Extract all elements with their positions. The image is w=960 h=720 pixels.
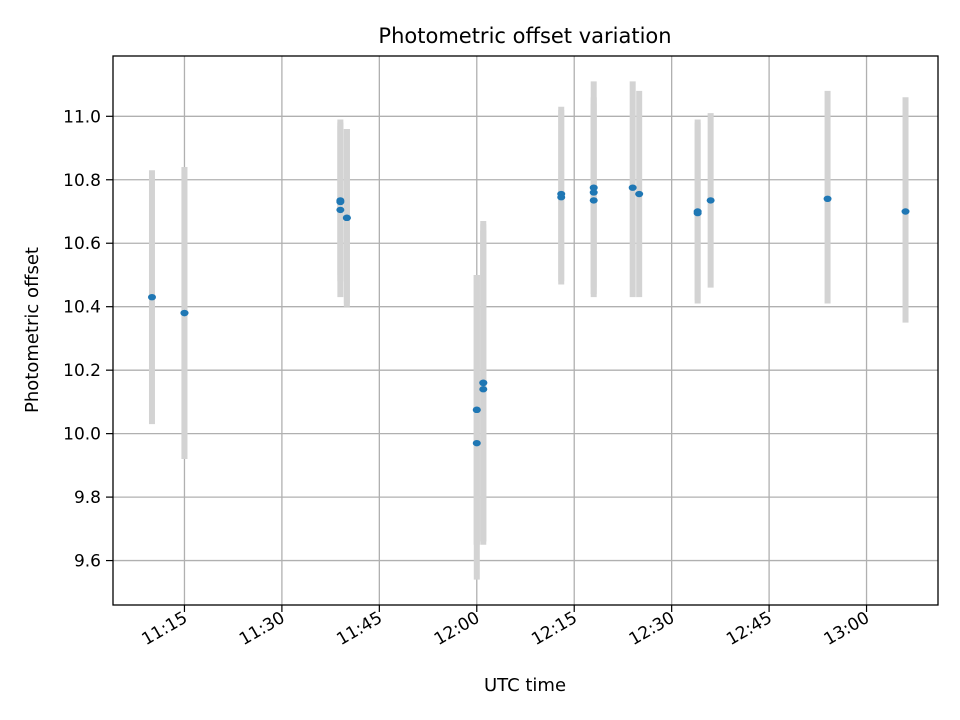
data-point: [147, 293, 156, 301]
x-axis-label: UTC time: [484, 675, 566, 696]
data-point: [589, 197, 598, 204]
data-point: [693, 209, 702, 217]
y-tick-label: 9.8: [74, 488, 101, 508]
data-point: [628, 184, 637, 191]
data-point: [589, 184, 598, 191]
data-point: [706, 197, 715, 204]
plot-frame: [112, 55, 939, 606]
data-point: [336, 206, 345, 214]
data-point: [342, 214, 351, 222]
y-tick-label: 10.2: [63, 361, 101, 381]
grid-lines: [113, 56, 938, 605]
y-tick-label: 10.0: [63, 425, 101, 445]
y-tick-label: 10.4: [63, 298, 101, 318]
data-point: [180, 309, 189, 317]
chart-title: Photometric offset variation: [378, 24, 671, 48]
data-point: [557, 190, 566, 198]
data-point: [472, 406, 481, 414]
data-point: [479, 386, 488, 393]
data-point: [472, 439, 481, 447]
data-point: [635, 190, 644, 198]
y-axis-label: Photometric offset: [22, 247, 43, 413]
data-point: [336, 198, 345, 206]
y-tick-label: 10.6: [63, 234, 101, 254]
data-point: [823, 195, 832, 203]
y-tick-label: 11.0: [63, 107, 101, 127]
data-point: [479, 379, 488, 387]
data-point: [589, 189, 598, 196]
data-points: [147, 184, 910, 447]
y-tick-label: 9.6: [74, 552, 101, 572]
y-tick-label: 10.8: [63, 171, 101, 191]
data-point: [901, 208, 910, 215]
